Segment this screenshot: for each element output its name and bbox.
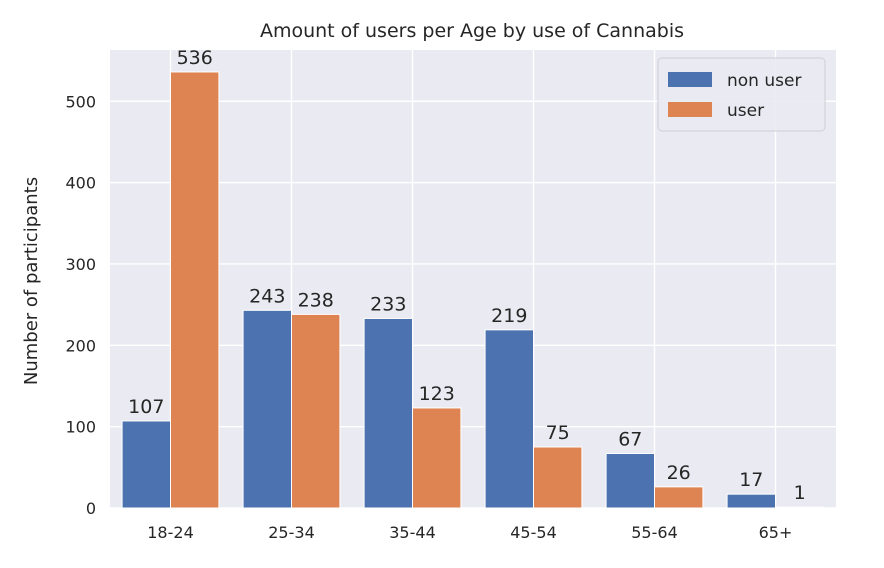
bar-value-label: 17 <box>739 469 763 491</box>
x-tick-label: 35-44 <box>389 523 436 542</box>
bar-user-35-44 <box>412 407 462 509</box>
bar-labels: 107 243 233 219 67 17 536 238 123 75 26 1 <box>128 47 806 504</box>
x-tick-label: 55-64 <box>631 523 678 542</box>
bar-value-label: 536 <box>177 47 213 69</box>
bar-user-55-64 <box>654 486 704 509</box>
bar-user-25-34 <box>291 313 341 509</box>
x-tick-label: 25-34 <box>268 523 315 542</box>
y-axis-label: Number of participants <box>21 177 42 385</box>
bar-non-user-65+ <box>726 493 776 509</box>
legend-label: non user <box>727 71 801 91</box>
bar-value-label: 26 <box>667 462 691 484</box>
bar-non-user-35-44 <box>363 317 414 509</box>
x-tick-label: 45-54 <box>510 523 557 542</box>
bar-value-label: 1 <box>794 482 806 504</box>
bar-user-18-24 <box>170 71 220 509</box>
bar-value-label: 243 <box>249 285 285 307</box>
chart-title: Amount of users per Age by use of Cannab… <box>260 20 684 42</box>
bar-user-65+ <box>775 506 825 509</box>
y-tick-label: 500 <box>65 92 96 111</box>
y-tick-labels: 0 100 200 300 400 500 <box>65 92 96 518</box>
bars <box>121 71 825 509</box>
x-tick-label: 18-24 <box>147 523 194 542</box>
bar-value-label: 238 <box>298 289 334 311</box>
y-tick-label: 200 <box>65 336 96 355</box>
bar-value-label: 75 <box>546 422 570 444</box>
legend-label: user <box>727 101 764 121</box>
bar-non-user-18-24 <box>121 420 171 509</box>
y-tick-label: 100 <box>65 418 96 437</box>
bar-value-label: 219 <box>491 305 527 327</box>
bar-user-45-54 <box>533 446 583 509</box>
bar-value-label: 107 <box>128 396 164 418</box>
legend-swatch <box>668 72 712 87</box>
x-tick-labels: 18-24 25-34 35-44 45-54 55-64 65+ <box>147 523 792 542</box>
bar-non-user-45-54 <box>484 329 535 509</box>
legend-swatch <box>668 102 712 117</box>
y-tick-label: 300 <box>65 255 96 274</box>
legend: non user user <box>657 57 826 132</box>
bar-non-user-25-34 <box>242 309 293 509</box>
bar-value-label: 233 <box>370 293 406 315</box>
bar-value-label: 67 <box>618 428 642 450</box>
x-tick-label: 65+ <box>759 523 793 542</box>
y-tick-label: 400 <box>65 174 96 193</box>
bar-non-user-55-64 <box>605 452 655 509</box>
bar-value-label: 123 <box>419 383 455 405</box>
y-tick-label: 0 <box>86 499 96 518</box>
